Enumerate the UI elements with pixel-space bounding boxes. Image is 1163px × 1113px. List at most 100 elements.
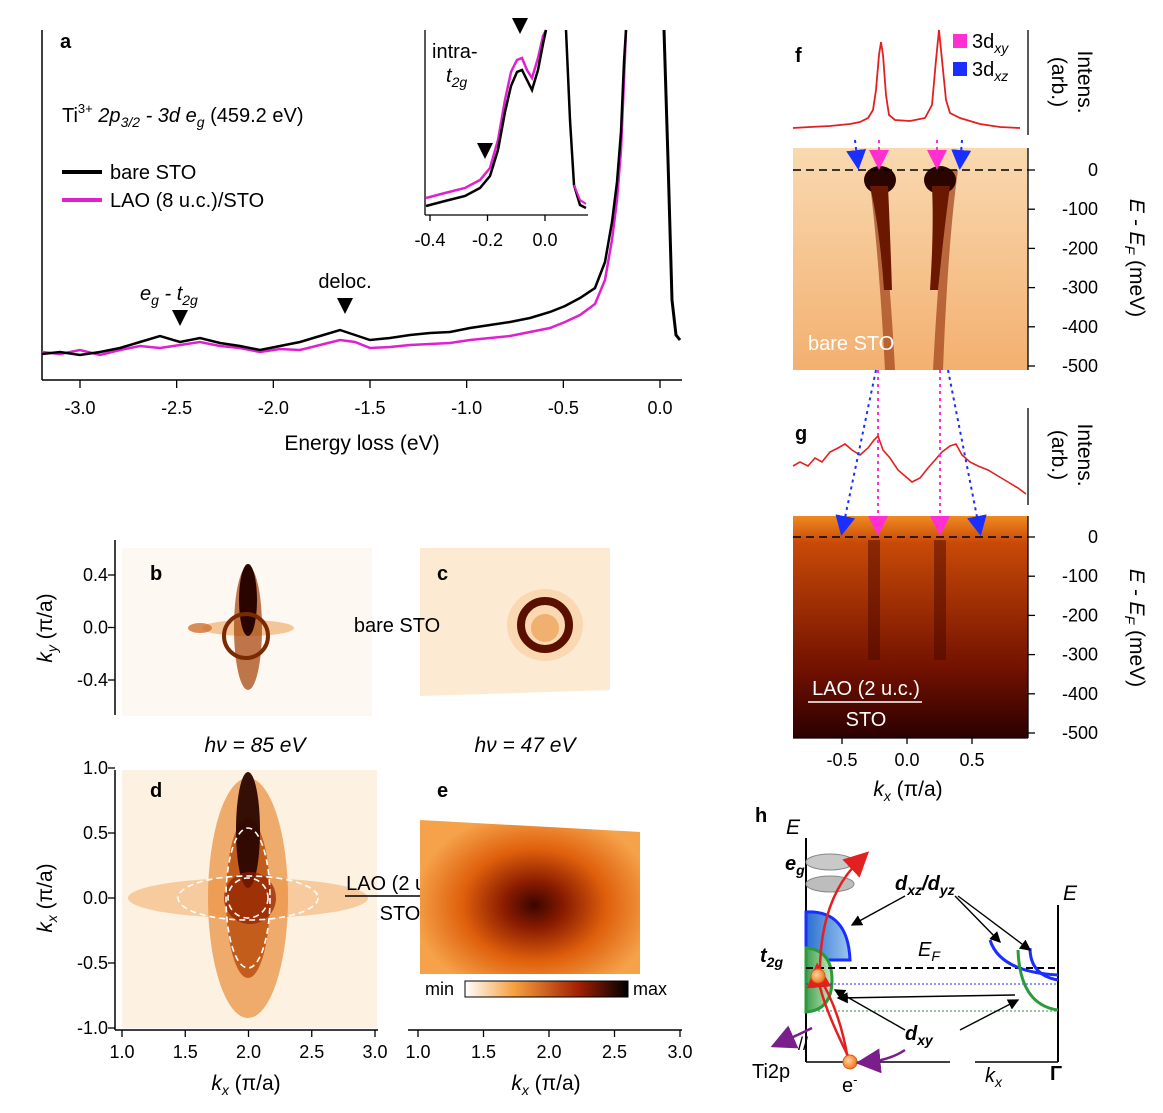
- panel-g-band-dispersion: [868, 540, 946, 660]
- inset-elastic-tail: [564, 29, 587, 210]
- panel-f-y-tick-label: -300: [1062, 278, 1098, 298]
- panel-f-band-dispersion: [864, 166, 958, 370]
- inset-marker-top: [512, 18, 528, 34]
- panel-e-x-tick-label: 2.5: [602, 1042, 627, 1062]
- panel-e-x-tick-label: 1.0: [405, 1042, 430, 1062]
- panel-a-x-tick-label: -1.0: [451, 398, 482, 418]
- panel-b-y-tick-label: 0.4: [83, 565, 108, 585]
- photon-in-arrow: [855, 1048, 906, 1074]
- panel-g-y-ticks: 0 -100 -200 -300 -400 -500: [1028, 527, 1098, 743]
- panel-d-y-tick-label: -0.5: [77, 953, 108, 973]
- panel-b-y-tick-label: -0.4: [77, 670, 108, 690]
- panel-label-f: f: [795, 45, 802, 67]
- panel-d-y-tick-label: -1.0: [77, 1018, 108, 1038]
- emission-arrow-red: [818, 851, 870, 981]
- panel-g-x-label: kx (π/a): [873, 778, 942, 804]
- panel-d-x-tick-label: 1.0: [109, 1042, 134, 1062]
- band-dxz-parabola-1: [988, 939, 1059, 977]
- panel-h-gamma-label: Γ: [1050, 1063, 1062, 1085]
- panel-e-x-tick-label: 2.0: [536, 1042, 561, 1062]
- panel-f-y-tick-label: 0: [1088, 160, 1098, 180]
- panel-d-x-tick-label: 1.5: [173, 1042, 198, 1062]
- inset-x-tick-label: -0.2: [472, 230, 503, 250]
- inset-title-1: intra-: [432, 41, 478, 63]
- panel-a-x-ticks: -3.0 -2.5 -2.0 -1.5 -1.0 -0.5 0.0: [64, 380, 673, 418]
- panel-label-d: d: [150, 780, 162, 802]
- band-connector-arrows: [835, 139, 987, 536]
- arrow-blue-left-f: [846, 139, 867, 170]
- panel-g-intens-1: Intens.: [1073, 423, 1096, 486]
- legend-label-3dxy: 3dxy: [972, 31, 1009, 56]
- panel-h-electron-label: e-: [842, 1072, 857, 1097]
- panel-a-inset: intra- t2g -0.4 -0.2 0.0: [414, 18, 588, 250]
- panel-g-y-tick-label: -500: [1062, 723, 1098, 743]
- panel-g-map-bg: [793, 516, 1028, 738]
- panel-d-x-tick-label: 2.5: [299, 1042, 324, 1062]
- panel-b-fermi-surface: [188, 564, 294, 690]
- panel-label-c: c: [437, 563, 448, 585]
- panel-g-y-tick-label: -100: [1062, 566, 1098, 586]
- photon-out-arrow: [770, 1025, 813, 1049]
- panel-f-y-label: E - EF (meV): [1122, 199, 1148, 317]
- panel-h-t2g-label: t2g: [760, 945, 783, 970]
- legend-label-3dxz: 3dxz: [972, 59, 1008, 84]
- panel-d-y-tick-label: 0.0: [83, 888, 108, 908]
- panel-e: e 1.0 1.5 2.0 2.5 3.0 kx (π/a) min max: [405, 780, 692, 1098]
- annot-eg-t2g: eg - t2g: [140, 283, 198, 308]
- legend-swatch-3dxz: [953, 62, 967, 76]
- panel-f-intens-2: (arb.): [1047, 57, 1070, 107]
- panel-c-center-label: bare STO: [354, 615, 440, 637]
- inset-series-lao-sto: [425, 29, 548, 200]
- inset-series-bare-sto: [425, 29, 548, 208]
- panel-a-x-label: Energy loss (eV): [284, 432, 439, 455]
- series-line-lao-sto: [41, 29, 628, 357]
- marker-deloc: [337, 298, 353, 314]
- panel-label-a: a: [60, 31, 72, 53]
- panel-a-x-tick-label: -1.5: [354, 398, 385, 418]
- colorbar-min-label: min: [425, 979, 454, 999]
- panel-f: f Intens. (arb.) 3dxy 3dxz 0 -100 -200 -300…: [792, 29, 1148, 376]
- panel-c-hv-label: hν = 47 eV: [475, 734, 578, 757]
- legend-label-lao-sto: LAO (8 u.c.)/STO: [110, 190, 264, 212]
- panel-f-map-bg: [793, 148, 1028, 370]
- panel-a-x-tick-label: 0.0: [647, 398, 672, 418]
- panel-a-x-tick-label: -0.5: [548, 398, 579, 418]
- panel-h-ti2p-label: Ti2p: [752, 1061, 790, 1083]
- panel-g-intens-2: (arb.): [1047, 430, 1070, 480]
- panel-f-y-tick-label: -500: [1062, 356, 1098, 376]
- panel-g-sample-numer: LAO (2 u.c.): [812, 678, 920, 700]
- marker-eg-t2g: [172, 310, 188, 326]
- panel-f-y-tick-label: -400: [1062, 317, 1098, 337]
- panel-b-y-label: ky (π/a): [34, 593, 60, 662]
- panel-f-y-ticks: 0 -100 -200 -300 -400 -500: [1028, 160, 1098, 376]
- annot-deloc: deloc.: [318, 271, 371, 293]
- panel-g-y-tick-label: -400: [1062, 684, 1098, 704]
- panel-c-fermi-surface: [507, 589, 583, 661]
- arrow-blue-right-g: [947, 369, 987, 536]
- panel-c: c bare STO hν = 47 eV: [354, 548, 610, 757]
- panel-label-h: h: [755, 805, 767, 827]
- panel-a-x-tick-label: -2.5: [161, 398, 192, 418]
- panel-h-e-axis-right: E: [1063, 882, 1078, 905]
- panel-f-y-tick-label: -100: [1062, 199, 1098, 219]
- band-dxz-parabola-2: [1028, 947, 1059, 982]
- panel-label-g: g: [795, 423, 807, 445]
- panel-f-y-tick-label: -200: [1062, 238, 1098, 258]
- panel-d: 1.0 0.5 0.0 -0.5 -1.0 1.0 1.5 2.0 2.5 3.0 kx (π/…: [34, 758, 388, 1098]
- panel-a-x-tick-label: -2.0: [258, 398, 289, 418]
- panel-b: 0.4 0.0 -0.4 ky (π/a) b hν = 85 eV: [34, 540, 372, 757]
- panel-h-ef-label: EF: [918, 939, 941, 964]
- panel-d-x-tick-label: 2.0: [236, 1042, 261, 1062]
- elastic-peak-tail: [662, 29, 682, 341]
- panel-h-dxy-label: dxy: [905, 1023, 934, 1048]
- panel-b-y-ticks: 0.4 0.0 -0.4: [77, 565, 115, 690]
- panel-h-kx-label: kx: [985, 1065, 1003, 1090]
- inset-elastic-tail-pink: [573, 184, 587, 205]
- arrow-blue-right-f: [951, 139, 972, 170]
- panel-d-y-tick-label: 1.0: [83, 758, 108, 778]
- panel-f-edc-curve: [792, 29, 1021, 129]
- panel-g-x-tick-label: -0.5: [826, 750, 857, 770]
- panel-e-x-label: kx (π/a): [511, 1072, 580, 1098]
- panel-h: h E E eg t2g EF dxz/dyz dxy: [752, 805, 1078, 1097]
- panel-a-x-tick-label: -3.0: [64, 398, 95, 418]
